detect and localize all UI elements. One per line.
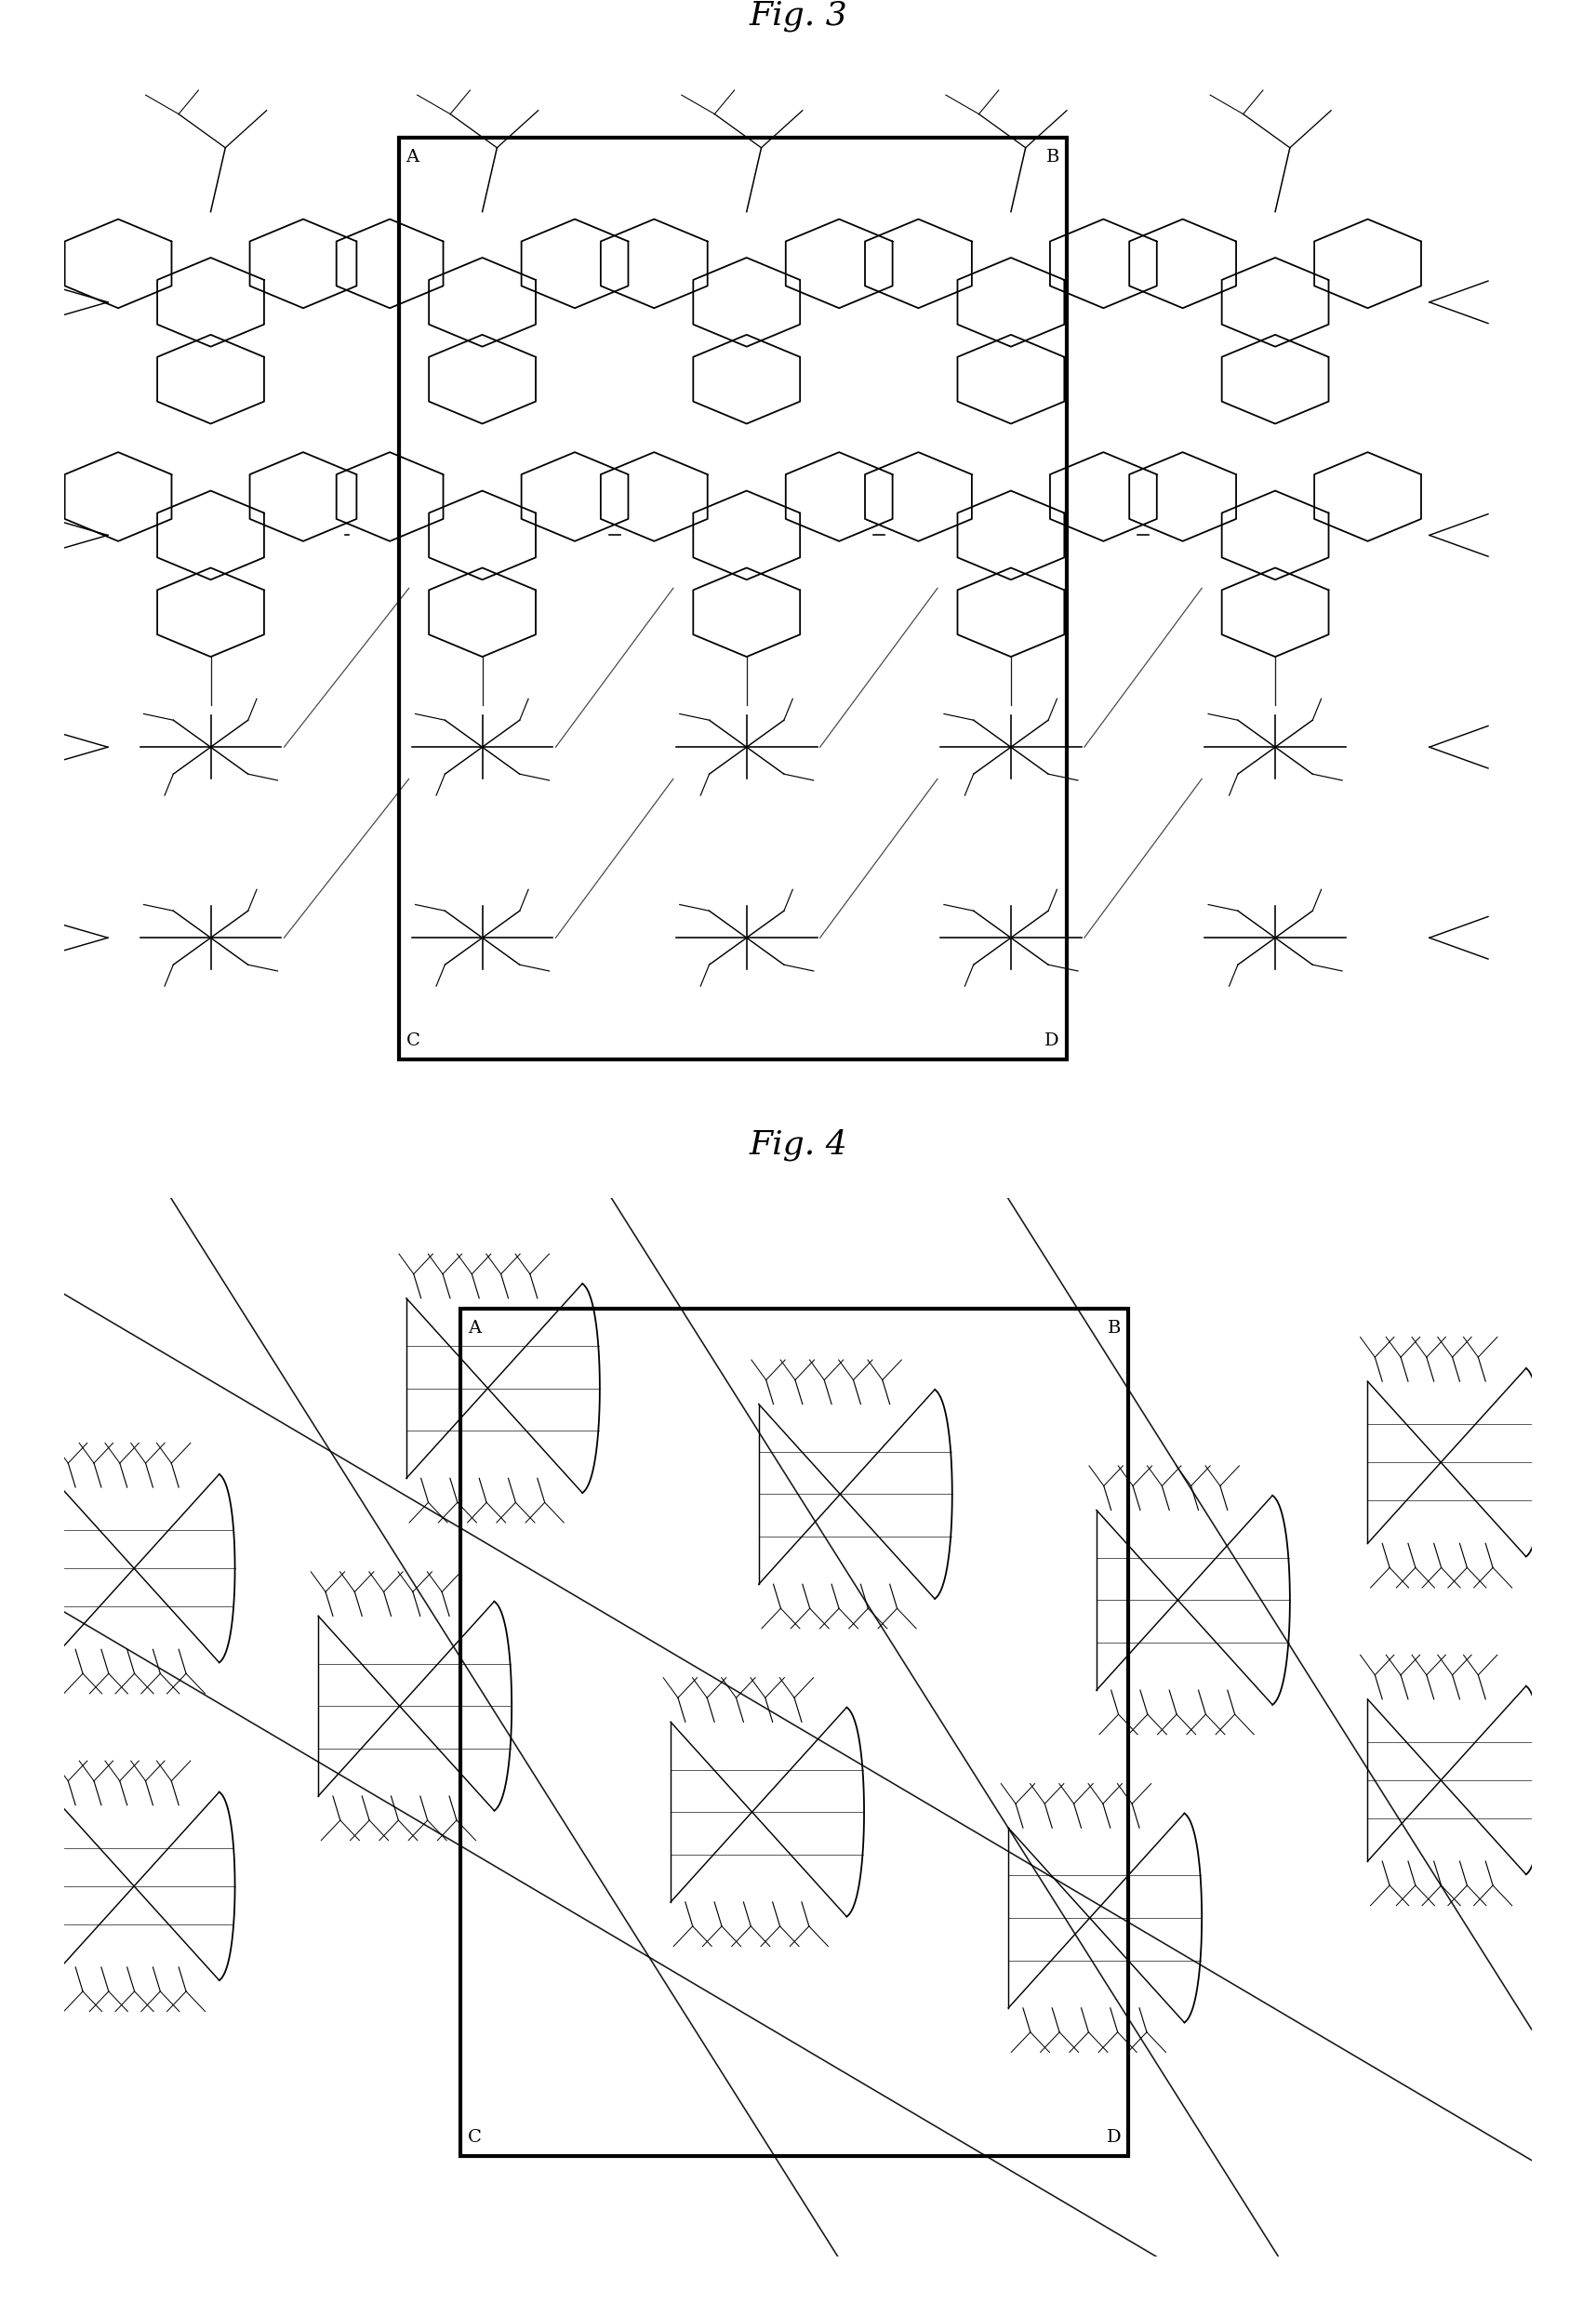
Text: D: D bbox=[1045, 1032, 1060, 1048]
Text: Fig. 4: Fig. 4 bbox=[749, 1128, 847, 1161]
Text: B: B bbox=[1045, 147, 1060, 166]
Text: Fig. 3: Fig. 3 bbox=[749, 0, 847, 32]
Bar bbox=[399, 138, 1066, 1059]
Text: C: C bbox=[468, 2128, 482, 2146]
Text: A: A bbox=[405, 147, 420, 166]
Bar bbox=[460, 1308, 1128, 2156]
Text: D: D bbox=[1106, 2128, 1120, 2146]
Text: A: A bbox=[468, 1320, 480, 1336]
Text: B: B bbox=[1108, 1320, 1120, 1336]
Text: C: C bbox=[405, 1032, 420, 1048]
